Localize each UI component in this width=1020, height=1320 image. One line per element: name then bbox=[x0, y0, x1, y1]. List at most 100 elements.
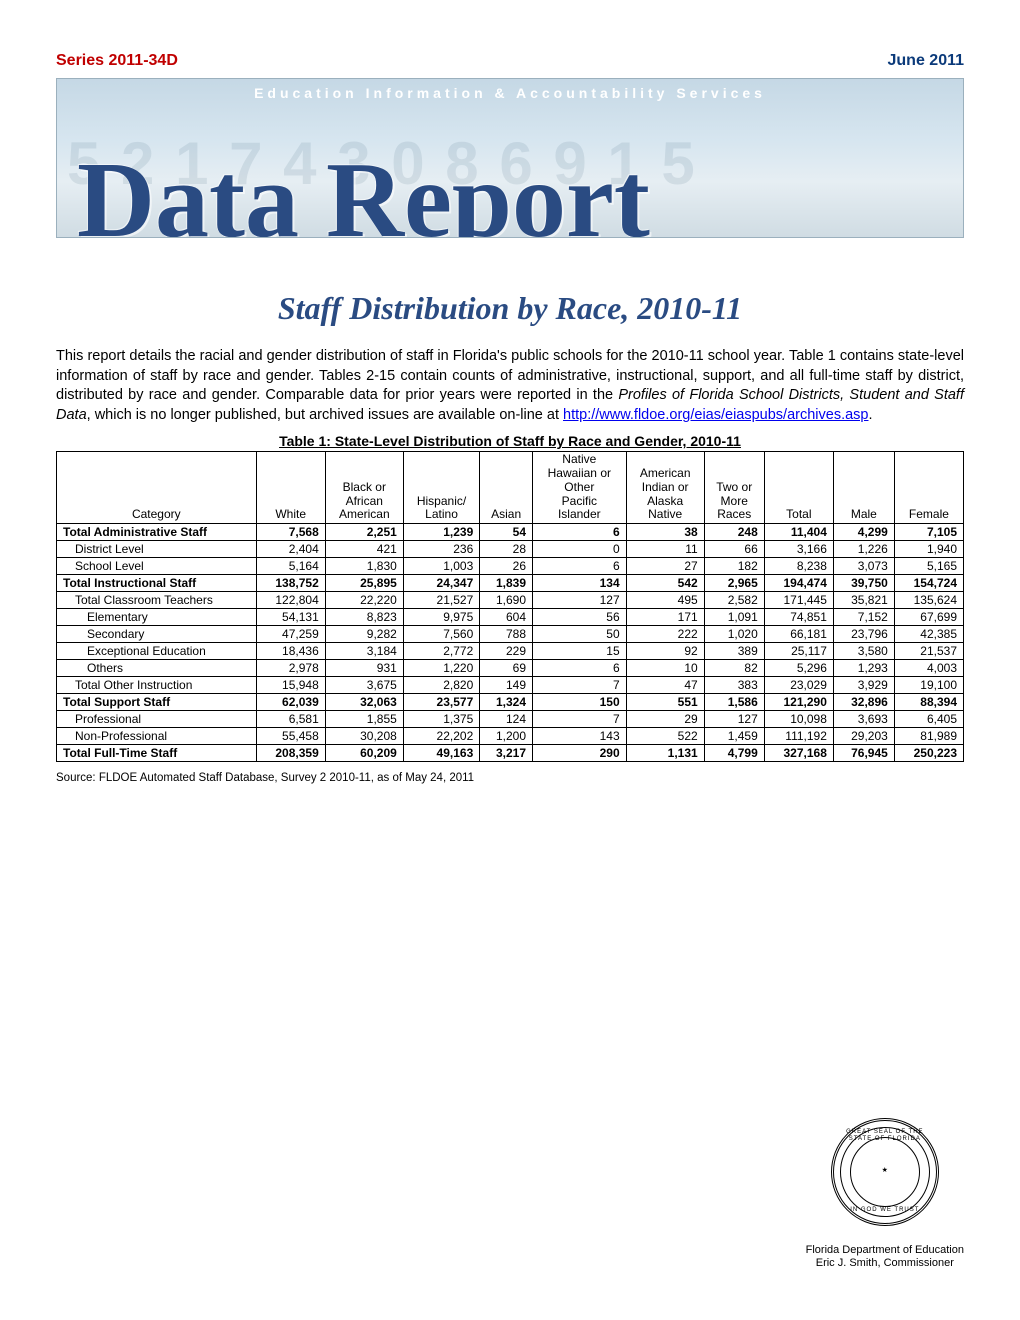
value-cell: 4,799 bbox=[704, 745, 764, 762]
table-row: Total Instructional Staff138,75225,89524… bbox=[57, 575, 964, 592]
value-cell: 23,029 bbox=[764, 677, 833, 694]
intro-paragraph: This report details the racial and gende… bbox=[56, 347, 964, 425]
value-cell: 32,896 bbox=[833, 694, 894, 711]
value-cell: 421 bbox=[325, 541, 403, 558]
category-cell: Total Administrative Staff bbox=[57, 524, 257, 541]
seal-bottom-text: IN GOD WE TRUST bbox=[834, 1207, 936, 1214]
value-cell: 56 bbox=[533, 609, 627, 626]
value-cell: 76,945 bbox=[833, 745, 894, 762]
footer-line-1: Florida Department of Education bbox=[806, 1244, 964, 1257]
value-cell: 389 bbox=[704, 643, 764, 660]
value-cell: 6 bbox=[533, 660, 627, 677]
value-cell: 154,724 bbox=[894, 575, 963, 592]
value-cell: 2,404 bbox=[256, 541, 325, 558]
value-cell: 67,699 bbox=[894, 609, 963, 626]
value-cell: 3,184 bbox=[325, 643, 403, 660]
value-cell: 42,385 bbox=[894, 626, 963, 643]
category-cell: Non-Professional bbox=[57, 728, 257, 745]
value-cell: 24,347 bbox=[403, 575, 479, 592]
value-cell: 8,238 bbox=[764, 558, 833, 575]
report-title: Staff Distribution by Race, 2010-11 bbox=[56, 290, 964, 327]
staff-distribution-table: CategoryWhiteBlack orAfricanAmericanHisp… bbox=[56, 451, 964, 762]
value-cell: 2,978 bbox=[256, 660, 325, 677]
value-cell: 3,073 bbox=[833, 558, 894, 575]
table-body: Total Administrative Staff7,5682,2511,23… bbox=[57, 524, 964, 762]
value-cell: 5,164 bbox=[256, 558, 325, 575]
table-row: Others2,9789311,22069610825,2961,2934,00… bbox=[57, 660, 964, 677]
value-cell: 127 bbox=[533, 592, 627, 609]
column-header: Two orMoreRaces bbox=[704, 452, 764, 524]
value-cell: 229 bbox=[480, 643, 533, 660]
value-cell: 5,296 bbox=[764, 660, 833, 677]
table-row: District Level2,40442123628011663,1661,2… bbox=[57, 541, 964, 558]
value-cell: 1,293 bbox=[833, 660, 894, 677]
category-cell: School Level bbox=[57, 558, 257, 575]
value-cell: 21,527 bbox=[403, 592, 479, 609]
value-cell: 1,003 bbox=[403, 558, 479, 575]
value-cell: 21,537 bbox=[894, 643, 963, 660]
value-cell: 7,560 bbox=[403, 626, 479, 643]
column-header: Female bbox=[894, 452, 963, 524]
header-line: Series 2011-34D June 2011 bbox=[56, 52, 964, 70]
value-cell: 6 bbox=[533, 524, 627, 541]
column-header: Hispanic/Latino bbox=[403, 452, 479, 524]
intro-period: . bbox=[869, 407, 873, 423]
table-row: Total Other Instruction15,9483,6752,8201… bbox=[57, 677, 964, 694]
category-cell: Exceptional Education bbox=[57, 643, 257, 660]
banner: 5 2 1 7 4 3 0 8 6 9 1 5 Education Inform… bbox=[56, 78, 964, 238]
value-cell: 522 bbox=[626, 728, 704, 745]
column-header: Category bbox=[57, 452, 257, 524]
column-header: Male bbox=[833, 452, 894, 524]
table-caption: Table 1: State-Level Distribution of Sta… bbox=[56, 433, 964, 449]
category-cell: Elementary bbox=[57, 609, 257, 626]
value-cell: 7 bbox=[533, 711, 627, 728]
archive-link[interactable]: http://www.fldoe.org/eias/eiaspubs/archi… bbox=[563, 407, 868, 423]
date-label: June 2011 bbox=[888, 52, 965, 70]
value-cell: 92 bbox=[626, 643, 704, 660]
category-cell: Total Support Staff bbox=[57, 694, 257, 711]
value-cell: 604 bbox=[480, 609, 533, 626]
value-cell: 1,220 bbox=[403, 660, 479, 677]
value-cell: 4,299 bbox=[833, 524, 894, 541]
table-row: Total Support Staff62,03932,06323,5771,3… bbox=[57, 694, 964, 711]
value-cell: 32,063 bbox=[325, 694, 403, 711]
value-cell: 50 bbox=[533, 626, 627, 643]
state-seal-icon: GREAT SEAL OF THE STATE OF FLORIDA ★ IN … bbox=[831, 1118, 939, 1226]
value-cell: 1,131 bbox=[626, 745, 704, 762]
value-cell: 2,582 bbox=[704, 592, 764, 609]
value-cell: 208,359 bbox=[256, 745, 325, 762]
table-row: Exceptional Education18,4363,1842,772229… bbox=[57, 643, 964, 660]
value-cell: 30,208 bbox=[325, 728, 403, 745]
value-cell: 27 bbox=[626, 558, 704, 575]
value-cell: 55,458 bbox=[256, 728, 325, 745]
value-cell: 29,203 bbox=[833, 728, 894, 745]
value-cell: 327,168 bbox=[764, 745, 833, 762]
value-cell: 66,181 bbox=[764, 626, 833, 643]
value-cell: 171 bbox=[626, 609, 704, 626]
value-cell: 1,855 bbox=[325, 711, 403, 728]
value-cell: 1,839 bbox=[480, 575, 533, 592]
value-cell: 7,105 bbox=[894, 524, 963, 541]
value-cell: 10 bbox=[626, 660, 704, 677]
category-cell: Others bbox=[57, 660, 257, 677]
category-cell: Total Full-Time Staff bbox=[57, 745, 257, 762]
value-cell: 931 bbox=[325, 660, 403, 677]
table-row: Total Classroom Teachers122,80422,22021,… bbox=[57, 592, 964, 609]
value-cell: 3,693 bbox=[833, 711, 894, 728]
value-cell: 23,577 bbox=[403, 694, 479, 711]
category-cell: Secondary bbox=[57, 626, 257, 643]
value-cell: 6 bbox=[533, 558, 627, 575]
value-cell: 88,394 bbox=[894, 694, 963, 711]
value-cell: 74,851 bbox=[764, 609, 833, 626]
value-cell: 127 bbox=[704, 711, 764, 728]
footer: GREAT SEAL OF THE STATE OF FLORIDA ★ IN … bbox=[806, 1118, 964, 1270]
table-row: Total Administrative Staff7,5682,2511,23… bbox=[57, 524, 964, 541]
value-cell: 25,895 bbox=[325, 575, 403, 592]
banner-title: Data Report bbox=[77, 147, 650, 238]
value-cell: 7,568 bbox=[256, 524, 325, 541]
seal-inner: ★ bbox=[850, 1137, 920, 1207]
value-cell: 134 bbox=[533, 575, 627, 592]
value-cell: 8,823 bbox=[325, 609, 403, 626]
value-cell: 3,580 bbox=[833, 643, 894, 660]
value-cell: 194,474 bbox=[764, 575, 833, 592]
